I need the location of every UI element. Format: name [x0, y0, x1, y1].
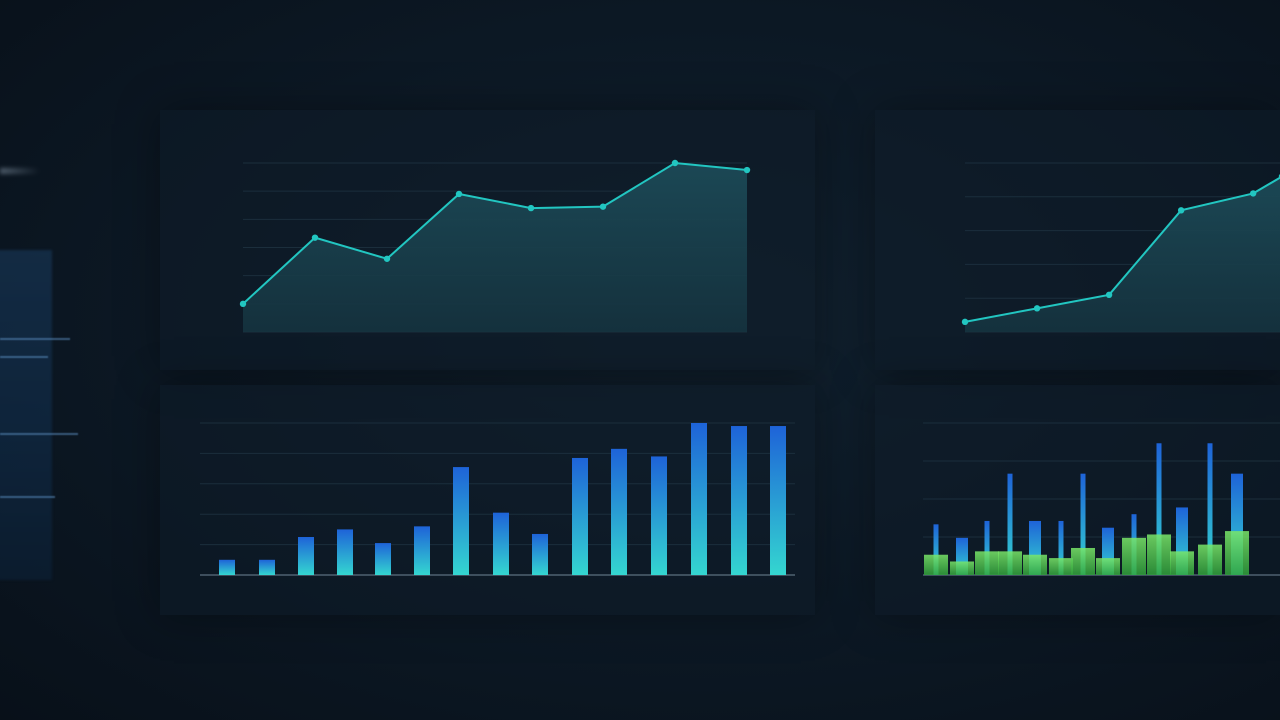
- data-point: [743, 166, 751, 174]
- bar-series-1: [1080, 473, 1086, 575]
- bar-series-2: [950, 561, 974, 575]
- data-point: [527, 204, 535, 212]
- bar-series-2: [1096, 558, 1120, 575]
- area-fill: [965, 177, 1280, 332]
- bar-series-2: [1049, 558, 1073, 575]
- data-point: [961, 318, 969, 326]
- line-area-chart-2: [961, 162, 1280, 333]
- left-panel-line: [0, 356, 48, 358]
- series-line: [964, 176, 1280, 323]
- data-point: [1105, 291, 1113, 299]
- bar-series-2: [1198, 544, 1222, 575]
- bar-series-1: [1058, 520, 1064, 575]
- data-point: [671, 159, 679, 167]
- bar: [611, 448, 627, 575]
- bar: [572, 457, 588, 575]
- bar-series-2: [1147, 534, 1171, 575]
- bar-series-1: [1156, 443, 1162, 575]
- series-line: [242, 161, 748, 305]
- bar: [651, 456, 667, 575]
- bar: [691, 423, 707, 575]
- left-panel-line: [0, 433, 78, 435]
- bar: [298, 537, 314, 575]
- bar-series-2: [1170, 551, 1194, 575]
- left-edge-highlight: [0, 168, 40, 174]
- left-panel-line: [0, 338, 70, 340]
- bar: [770, 426, 786, 575]
- data-point: [599, 203, 607, 210]
- bar-chart-3: [200, 422, 795, 576]
- data-point: [1033, 305, 1041, 312]
- bar-series-1: [1007, 473, 1013, 575]
- bar: [414, 526, 430, 575]
- left-side-panel: [0, 250, 52, 580]
- bar-chart-4: [923, 422, 1280, 576]
- data-point: [1177, 207, 1185, 214]
- data-point: [1249, 190, 1257, 197]
- data-point: [383, 255, 391, 262]
- bar-series-2: [1071, 547, 1095, 575]
- bar: [493, 512, 509, 575]
- bar-series-2: [924, 554, 948, 575]
- area-fill: [243, 163, 747, 332]
- bar-series-2: [1023, 554, 1047, 575]
- bar-series-2: [1225, 531, 1249, 575]
- data-point: [311, 234, 319, 241]
- bar-series-2: [998, 551, 1022, 575]
- left-panel-line: [0, 496, 55, 498]
- line-area-chart-1: [239, 159, 751, 333]
- bar-series-1: [984, 520, 990, 575]
- bar-series-1: [933, 524, 939, 575]
- bar: [337, 529, 353, 575]
- data-point: [239, 300, 247, 308]
- bar: [731, 426, 747, 575]
- bar-series-2: [975, 551, 999, 575]
- bar: [259, 559, 275, 575]
- bar-series-2: [1122, 537, 1146, 575]
- data-point: [455, 190, 463, 198]
- bar: [375, 543, 391, 575]
- bar: [219, 559, 235, 575]
- bar: [532, 533, 548, 575]
- bar: [453, 467, 469, 575]
- bar-series-1: [1207, 443, 1213, 575]
